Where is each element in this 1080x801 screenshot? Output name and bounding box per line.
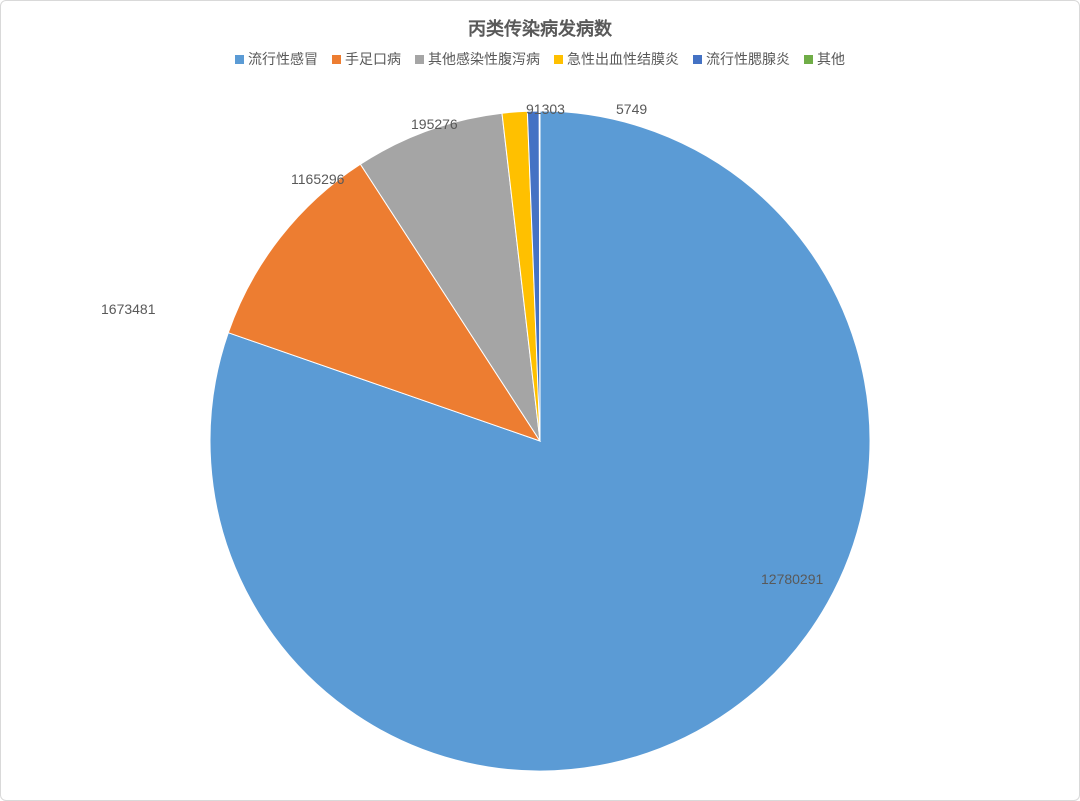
legend-item[interactable]: 手足口病 [332,49,401,69]
legend-swatch [415,55,424,64]
legend-swatch [693,55,702,64]
legend-label: 急性出血性结膜炎 [567,49,679,69]
data-label: 195276 [411,116,458,132]
data-label: 12780291 [761,571,823,587]
legend-item[interactable]: 其他 [804,49,845,69]
pie-wrap [210,111,870,771]
pie-chart-container: 丙类传染病发病数 流行性感冒 手足口病 其他感染性腹泻病 急性出血性结膜炎 流行性腮腺炎… [0,0,1080,801]
legend-swatch [332,55,341,64]
legend-label: 流行性腮腺炎 [706,49,790,69]
legend-label: 其他 [817,49,845,69]
data-label: 1673481 [101,301,156,317]
legend-label: 流行性感冒 [248,49,318,69]
data-label: 1165296 [291,171,344,187]
chart-title: 丙类传染病发病数 [1,15,1079,41]
legend-label: 其他感染性腹泻病 [428,49,540,69]
legend-swatch [235,55,244,64]
pie-svg [210,111,870,771]
chart-legend: 流行性感冒 手足口病 其他感染性腹泻病 急性出血性结膜炎 流行性腮腺炎 其他 [1,49,1079,69]
data-label: 5749 [616,101,647,117]
legend-swatch [804,55,813,64]
data-label: 91303 [526,101,565,117]
legend-item[interactable]: 流行性感冒 [235,49,318,69]
legend-swatch [554,55,563,64]
legend-item[interactable]: 急性出血性结膜炎 [554,49,679,69]
legend-label: 手足口病 [345,49,401,69]
legend-item[interactable]: 流行性腮腺炎 [693,49,790,69]
legend-item[interactable]: 其他感染性腹泻病 [415,49,540,69]
